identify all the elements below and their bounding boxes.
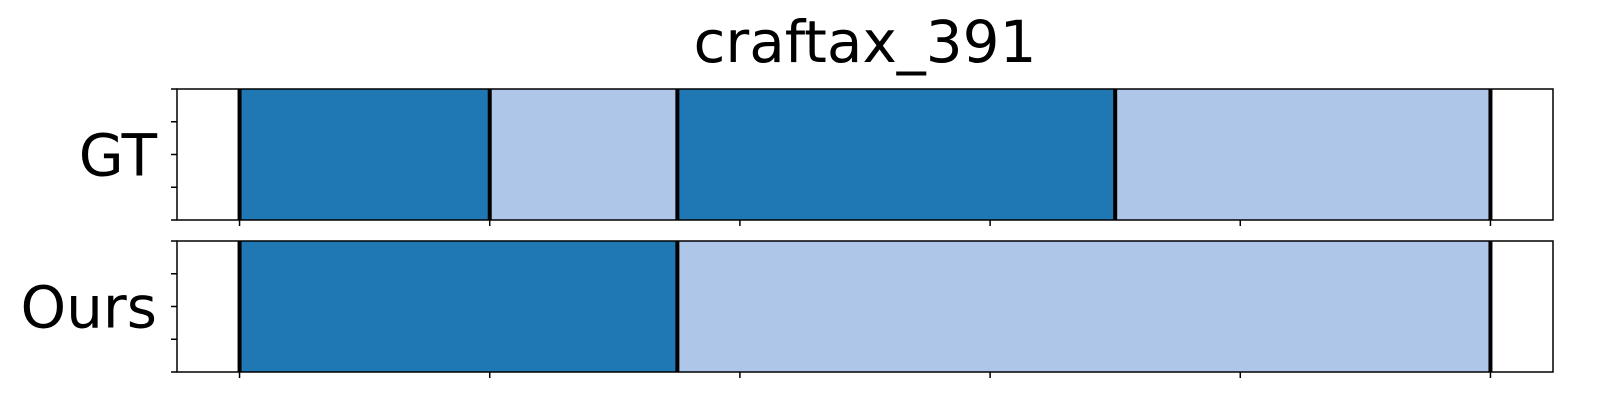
segment-bar	[239, 241, 678, 372]
chart-title: craftax_391	[694, 8, 1037, 76]
segment-bar	[489, 89, 678, 220]
row-ours: Ours	[21, 240, 1554, 378]
segment-bar	[677, 89, 1116, 220]
row-label: GT	[79, 122, 158, 190]
segment-bar	[1115, 89, 1491, 220]
row-label: Ours	[21, 274, 157, 342]
segment-bar	[239, 89, 490, 220]
chart-rows: GT Ours	[21, 88, 1554, 378]
segment-bar	[677, 241, 1491, 372]
row-gt: GT	[79, 88, 1554, 226]
